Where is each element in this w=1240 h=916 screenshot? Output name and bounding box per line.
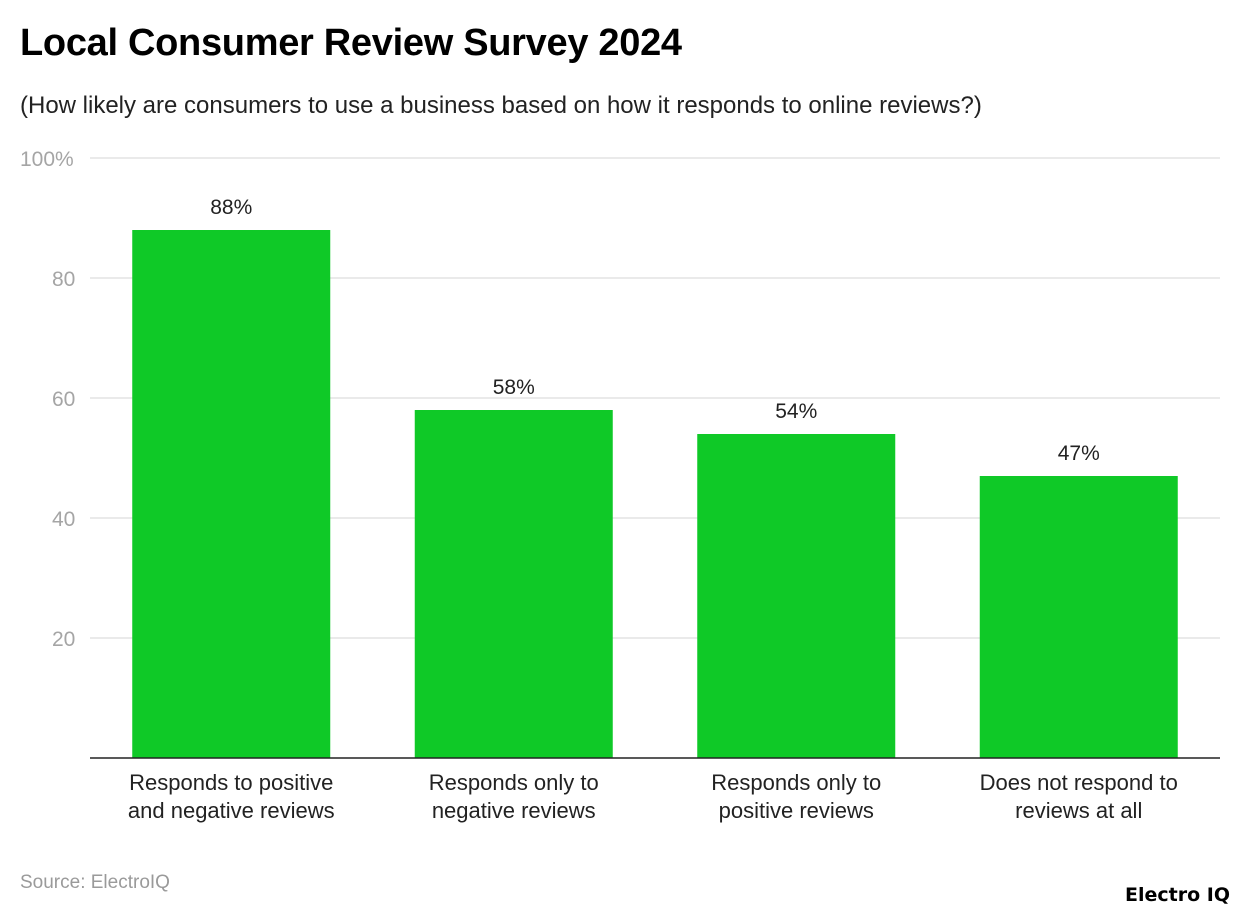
y-tick-label: 40 (52, 508, 75, 531)
data-label: 47% (1058, 442, 1100, 465)
chart-title: Local Consumer Review Survey 2024 (20, 22, 682, 64)
data-label: 58% (493, 376, 535, 399)
x-tick-label: reviews at all (1015, 798, 1142, 823)
y-tick-label: 20 (52, 628, 75, 651)
x-tick-label: Responds to positive (129, 770, 333, 795)
x-tick-label: Responds only to (429, 770, 599, 795)
bar (132, 230, 331, 758)
x-tick-label: Responds only to (711, 770, 881, 795)
source-note: Source: ElectroIQ (20, 872, 170, 893)
x-tick-label: positive reviews (719, 798, 874, 823)
bar (979, 476, 1178, 758)
x-tick-label: Does not respond to (980, 770, 1178, 795)
data-label: 54% (775, 400, 817, 423)
electroiq-logo: Electro IQ (1125, 884, 1230, 906)
bar (414, 410, 613, 758)
data-label: 88% (210, 196, 252, 219)
y-tick-label: 60 (52, 388, 75, 411)
bar (697, 434, 896, 758)
y-tick-label: 80 (52, 268, 75, 291)
x-tick-label: negative reviews (432, 798, 596, 823)
chart-subtitle: (How likely are consumers to use a busin… (20, 92, 982, 119)
y-tick-label: 100% (20, 148, 74, 171)
x-tick-label: and negative reviews (128, 798, 335, 823)
